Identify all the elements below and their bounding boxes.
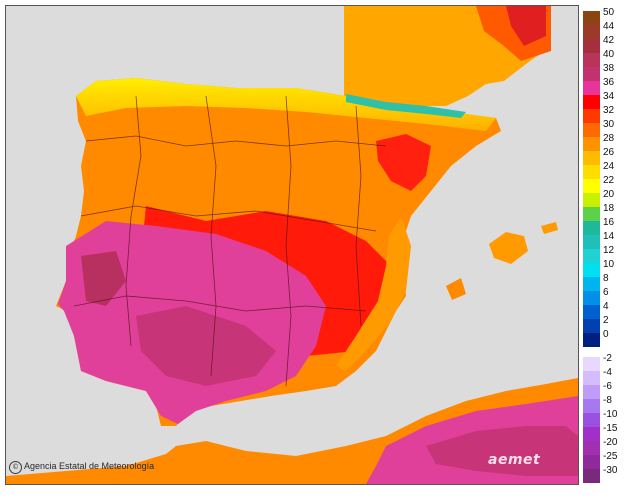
legend-swatch — [583, 291, 600, 305]
map-credit: Agencia Estatal de Meteorología — [24, 461, 155, 471]
legend-swatch — [583, 277, 600, 291]
temperature-legend: 50 44 42 40 38 36 34 32 30 28 26 24 22 20 18 16 14 12 10 8 6… — [583, 7, 627, 487]
legend-label: -30 — [603, 465, 618, 476]
legend-swatch — [583, 123, 600, 137]
pyrenees-band — [346, 94, 466, 118]
legend-swatch — [583, 109, 600, 123]
ebro-valley-hot — [376, 134, 431, 191]
legend-swatch — [583, 179, 600, 193]
legend-swatch — [583, 235, 600, 249]
atlas-core — [426, 426, 578, 476]
portugal-inland-core — [81, 251, 126, 306]
legend-label: 0 — [603, 329, 609, 340]
legend-label: 10 — [603, 259, 615, 270]
legend-swatch — [583, 67, 600, 81]
legend-swatch — [583, 305, 600, 319]
legend-label: 12 — [603, 245, 615, 256]
legend-swatch — [583, 39, 600, 53]
map-canvas — [6, 6, 578, 484]
legend-swatch — [583, 333, 600, 347]
legend-label: -6 — [603, 381, 612, 392]
legend-label: 16 — [603, 217, 615, 228]
legend-label: 22 — [603, 175, 615, 186]
legend-label: -20 — [603, 437, 618, 448]
legend-label: -4 — [603, 367, 612, 378]
legend-label: 24 — [603, 161, 615, 172]
temperature-map — [5, 5, 579, 485]
legend-swatch — [583, 371, 600, 385]
legend-swatch — [583, 165, 600, 179]
legend-label: 42 — [603, 35, 615, 46]
legend-label: 26 — [603, 147, 615, 158]
legend-label: 20 — [603, 189, 615, 200]
legend-swatch — [583, 263, 600, 277]
legend-label: -10 — [603, 409, 618, 420]
legend-label: 14 — [603, 231, 615, 242]
legend-label: 36 — [603, 77, 615, 88]
legend-label: 28 — [603, 133, 615, 144]
legend-label: -2 — [603, 353, 612, 364]
menorca-island — [541, 222, 558, 234]
legend-swatch — [583, 427, 600, 441]
copyright-circle-icon: © — [9, 461, 22, 474]
legend-swatch — [583, 25, 600, 39]
legend-label: 32 — [603, 105, 615, 116]
legend-label: 30 — [603, 119, 615, 130]
legend-swatch — [583, 137, 600, 151]
legend-label: 34 — [603, 91, 615, 102]
legend-swatch — [583, 357, 600, 371]
mallorca-island — [489, 232, 528, 264]
legend-swatch — [583, 249, 600, 263]
legend-label: 2 — [603, 315, 609, 326]
legend-label: 8 — [603, 273, 609, 284]
east-coast-orange — [336, 216, 411, 371]
legend-swatch — [583, 385, 600, 399]
legend-swatch — [583, 319, 600, 333]
legend-swatch — [583, 221, 600, 235]
legend-swatch — [583, 53, 600, 67]
legend-swatch — [583, 413, 600, 427]
guadalquivir-core — [136, 306, 276, 386]
france-hot-core — [506, 6, 546, 46]
legend-swatch — [583, 193, 600, 207]
legend-swatch — [583, 11, 600, 25]
legend-label: 40 — [603, 49, 615, 60]
legend-swatch — [583, 95, 600, 109]
legend-label: 6 — [603, 287, 609, 298]
legend-label: -25 — [603, 451, 618, 462]
legend-label: 18 — [603, 203, 615, 214]
legend-swatch — [583, 441, 600, 455]
legend-label: -15 — [603, 423, 618, 434]
legend-swatch — [583, 399, 600, 413]
legend-swatch — [583, 455, 600, 469]
legend-swatch — [583, 207, 600, 221]
legend-label: -8 — [603, 395, 612, 406]
legend-label: 4 — [603, 301, 609, 312]
province-borders — [73, 95, 387, 387]
ibiza-island — [446, 278, 466, 300]
legend-label: 44 — [603, 21, 615, 32]
legend-swatch — [583, 151, 600, 165]
aemet-logo: aemet — [488, 452, 541, 468]
legend-label: 50 — [603, 7, 615, 18]
france-east-coast — [551, 6, 578, 46]
north-coast-band — [76, 78, 496, 131]
legend-label: 38 — [603, 63, 615, 74]
legend-swatch — [583, 81, 600, 95]
legend-swatch — [583, 469, 600, 483]
